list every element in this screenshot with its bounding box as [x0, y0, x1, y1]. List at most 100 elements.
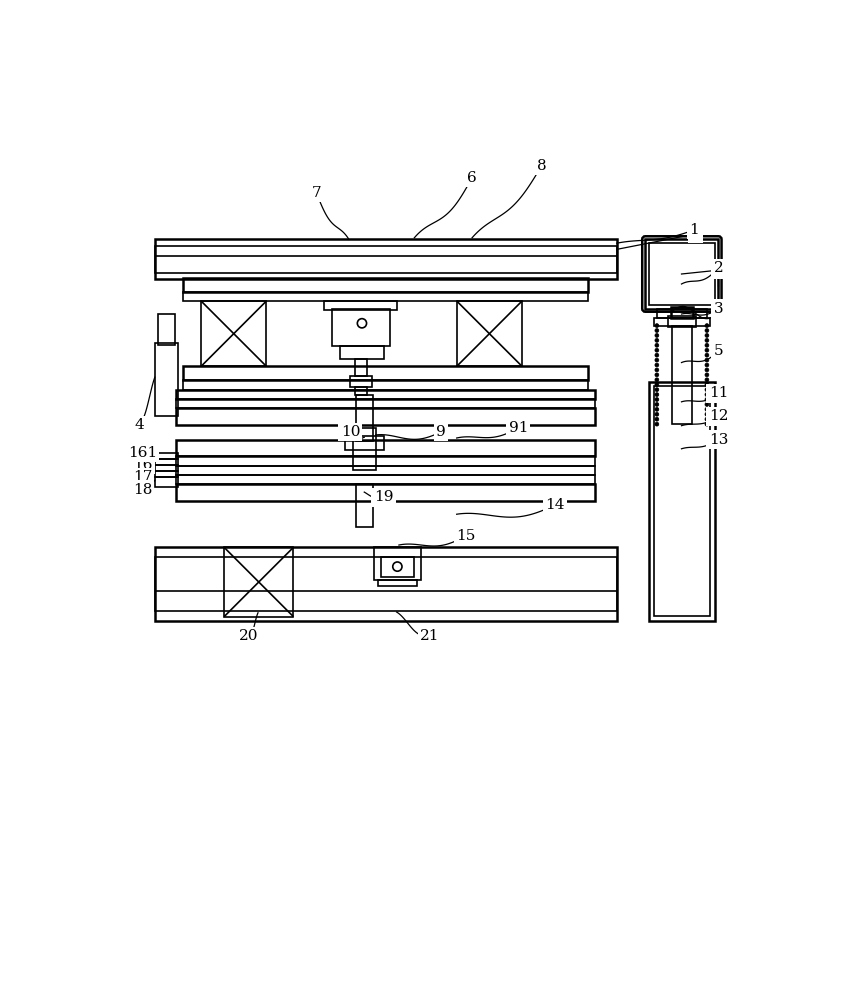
Circle shape: [655, 398, 658, 401]
Circle shape: [655, 334, 658, 337]
Bar: [175, 389, 595, 399]
Text: 13: 13: [708, 433, 728, 447]
Bar: [670, 307, 693, 318]
Text: 15: 15: [456, 529, 475, 543]
Text: 91: 91: [509, 421, 528, 435]
Bar: [645, 239, 719, 309]
Text: 12: 12: [708, 409, 728, 423]
Text: 1: 1: [690, 227, 700, 241]
Bar: [155, 459, 178, 465]
Bar: [175, 484, 595, 501]
Circle shape: [705, 363, 708, 367]
Circle shape: [705, 403, 708, 406]
Bar: [158, 314, 175, 345]
Text: 7: 7: [312, 186, 321, 200]
Bar: [668, 316, 696, 327]
Text: 18: 18: [133, 483, 152, 497]
Text: 1: 1: [689, 223, 699, 237]
Circle shape: [705, 368, 708, 372]
Bar: [201, 301, 266, 366]
Text: 161: 161: [128, 446, 157, 460]
Bar: [155, 471, 178, 477]
Circle shape: [705, 398, 708, 401]
Text: 5: 5: [714, 344, 723, 358]
Circle shape: [705, 358, 708, 362]
Text: 2: 2: [714, 263, 723, 277]
Bar: [155, 547, 617, 620]
Circle shape: [705, 407, 708, 411]
Text: 2: 2: [714, 261, 723, 275]
Circle shape: [705, 373, 708, 377]
Bar: [649, 382, 715, 620]
Bar: [654, 386, 710, 616]
Text: 16: 16: [133, 458, 152, 472]
Circle shape: [705, 412, 708, 416]
Bar: [183, 366, 588, 380]
Bar: [340, 346, 384, 359]
Bar: [355, 359, 367, 376]
Bar: [175, 408, 595, 425]
Text: 2: 2: [714, 263, 723, 277]
Text: 11: 11: [708, 386, 728, 400]
Text: 17: 17: [133, 470, 152, 484]
Circle shape: [705, 383, 708, 387]
Circle shape: [655, 417, 658, 421]
Bar: [351, 376, 372, 387]
Text: 9: 9: [436, 425, 446, 439]
Bar: [353, 428, 376, 470]
Text: 3: 3: [714, 306, 723, 320]
Circle shape: [655, 378, 658, 382]
Text: 6: 6: [467, 171, 477, 185]
Circle shape: [705, 353, 708, 357]
Circle shape: [655, 358, 658, 362]
Text: 10: 10: [340, 425, 360, 439]
Text: 4: 4: [135, 418, 144, 432]
Text: 20: 20: [239, 629, 258, 643]
Bar: [175, 456, 595, 466]
Bar: [155, 453, 178, 459]
Bar: [155, 239, 617, 279]
Circle shape: [655, 363, 658, 367]
Bar: [155, 465, 178, 471]
Circle shape: [655, 388, 658, 392]
Text: 3: 3: [714, 302, 723, 316]
Circle shape: [705, 329, 708, 332]
Bar: [378, 580, 416, 586]
Circle shape: [705, 338, 708, 342]
Circle shape: [655, 403, 658, 406]
Bar: [381, 557, 414, 577]
Circle shape: [655, 353, 658, 357]
Circle shape: [655, 348, 658, 352]
Circle shape: [655, 338, 658, 342]
Text: 14: 14: [545, 498, 565, 512]
Circle shape: [655, 412, 658, 416]
Circle shape: [655, 368, 658, 372]
Circle shape: [705, 422, 708, 426]
Bar: [155, 477, 178, 487]
Circle shape: [655, 329, 658, 332]
Circle shape: [705, 348, 708, 352]
Bar: [649, 243, 715, 305]
Circle shape: [655, 393, 658, 397]
Bar: [654, 318, 710, 326]
Bar: [657, 309, 707, 318]
Bar: [672, 326, 691, 424]
Circle shape: [705, 343, 708, 347]
Circle shape: [655, 324, 658, 328]
Text: 19: 19: [374, 490, 393, 504]
Circle shape: [655, 343, 658, 347]
Circle shape: [655, 373, 658, 377]
Circle shape: [705, 324, 708, 328]
Circle shape: [655, 407, 658, 411]
Bar: [355, 387, 367, 395]
Circle shape: [655, 383, 658, 387]
Bar: [175, 475, 595, 484]
Circle shape: [705, 378, 708, 382]
Bar: [345, 436, 384, 450]
Circle shape: [705, 393, 708, 397]
Bar: [175, 440, 595, 456]
Bar: [175, 399, 595, 408]
Bar: [155, 343, 178, 416]
Bar: [183, 278, 588, 292]
Text: 8: 8: [537, 159, 546, 173]
